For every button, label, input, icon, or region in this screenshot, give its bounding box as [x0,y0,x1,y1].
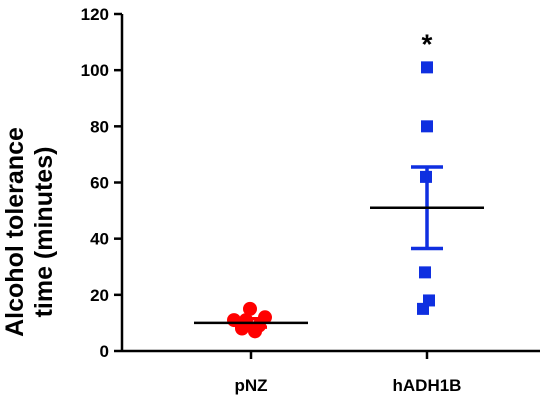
data-marks [194,61,484,339]
y-tick-label: 0 [100,342,109,361]
x-tick-label: pNZ [234,376,267,395]
y-tick-label: 100 [81,61,109,80]
significance-annotation: * [422,29,433,60]
y-tick-label: 60 [90,174,109,193]
y-tick-label: 20 [90,286,109,305]
annotations: * [422,29,433,60]
y-tick-label: 40 [90,230,109,249]
y-tick-label: 80 [90,117,109,136]
y-axis-title-line: Alcohol tolerance [1,127,29,337]
data-point [421,61,433,74]
data-point [243,301,257,316]
x-tick-label: hADH1B [393,376,462,395]
y-tick-label: 120 [81,5,109,24]
data-point [423,294,435,307]
data-point [421,120,433,133]
data-point [419,266,431,279]
axes: 0 20 40 60 80 100 120 pNZ hADH1B [81,5,540,395]
y-axis-title: Alcohol tolerancetime (minutes) [1,127,58,337]
y-axis-title-line: time (minutes) [30,147,58,318]
